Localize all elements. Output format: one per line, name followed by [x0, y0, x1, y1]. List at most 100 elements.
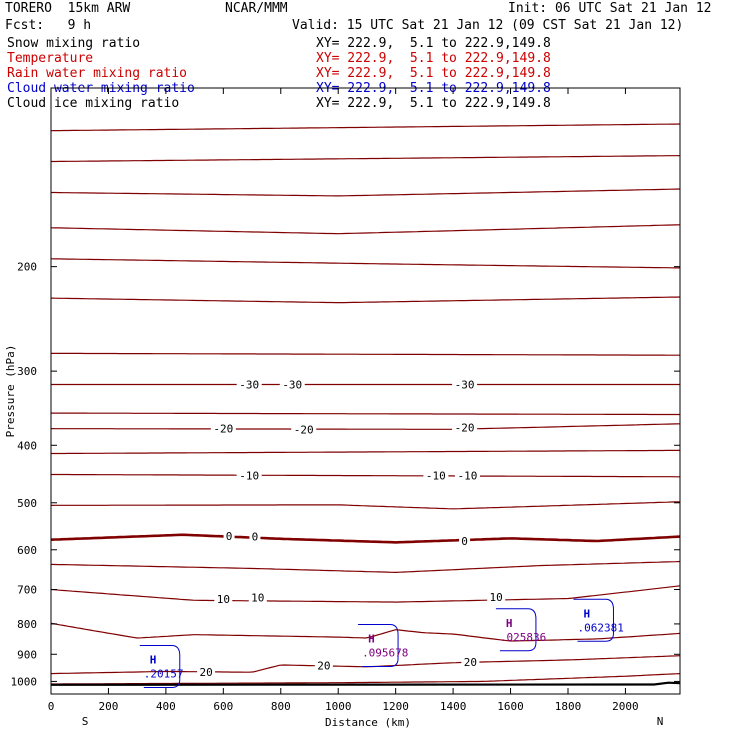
temp-label-bg: [210, 422, 236, 435]
temp-label-bg: [452, 378, 478, 391]
maximum-marker: H: [583, 607, 590, 620]
isotherm-4: [50, 258, 680, 269]
header-org: NCAR/MMM: [225, 1, 288, 16]
y-tick-label: 500: [17, 497, 37, 510]
isotherm-9: [50, 423, 681, 430]
x-tick-label: 0: [48, 700, 55, 713]
maximum-marker: H: [150, 654, 157, 667]
isotherm-16: [50, 622, 681, 642]
isotherm-8: [51, 412, 680, 416]
isotherm-15: [50, 585, 681, 603]
y-tick-label: 800: [17, 618, 37, 631]
temp-label: -20: [213, 423, 233, 436]
legend-label-cloud-ice: Cloud ice mixing ratio: [7, 96, 180, 111]
temp-label-bg: [214, 592, 233, 605]
temp-label-bg: [248, 591, 267, 604]
x-tick-label: 400: [156, 700, 176, 713]
x-axis-label: Distance (km): [325, 716, 411, 729]
temp-label: 20: [464, 656, 477, 669]
temp-label-bg: [223, 530, 235, 543]
header-valid: Valid: 15 UTC Sat 21 Jan 12 (09 CST Sat …: [292, 18, 684, 33]
isotherm-10: [51, 449, 680, 455]
header-init: Init: 06 UTC Sat 21 Jan 12: [508, 1, 712, 16]
legend-coords-snow: XY= 222.9, 5.1 to 222.9,149.8: [316, 36, 551, 51]
legend-label-rain: Rain water mixing ratio: [7, 66, 188, 81]
header-fcst: Fcst: 9 h: [5, 18, 92, 33]
temp-label: -10: [239, 470, 259, 483]
x-tick-label: 200: [99, 700, 119, 713]
x-tick-label: 1000: [325, 700, 352, 713]
cloud-contour: [495, 608, 537, 652]
y-axis-label: Pressure (hPa): [4, 345, 17, 438]
temp-label-bg: [452, 421, 478, 434]
isotherm-2: [51, 188, 681, 197]
temp-label-bg: [197, 666, 216, 679]
y-tick-label: 1000: [11, 675, 38, 688]
isotherm-1: [51, 155, 681, 163]
x-tick-label: 800: [271, 700, 291, 713]
isotherm-12: [50, 501, 681, 510]
temp-label-bg: [461, 655, 480, 668]
legend-coords-cloud-ice: XY= 222.9, 5.1 to 222.9,149.8: [316, 96, 551, 111]
temp-label-bg: [236, 378, 262, 391]
y-tick-label: 300: [17, 365, 37, 378]
isotherm-11: [51, 473, 680, 478]
isotherm-18: [51, 673, 681, 685]
isotherm-6: [51, 352, 680, 356]
temp-label: 20: [317, 659, 330, 672]
temp-label: 10: [251, 591, 264, 604]
temp-label: -20: [294, 423, 314, 436]
isotherm-14: [50, 560, 681, 574]
x-tick-label: 1200: [382, 700, 409, 713]
maximum-value: .025836: [500, 631, 546, 644]
isotherm-5: [50, 296, 681, 304]
temp-label-bg: [249, 530, 261, 543]
y-tick-label: 700: [17, 584, 37, 597]
maximum-marker: H: [506, 617, 513, 630]
temp-label: 10: [217, 593, 230, 606]
x-tick-label: 1800: [555, 700, 582, 713]
temp-label-bg: [236, 469, 262, 482]
temp-label: -10: [458, 470, 478, 483]
ground-line: [50, 681, 681, 686]
isotherm-13: [50, 533, 681, 544]
header-model: TORERO 15km ARW: [5, 1, 131, 16]
cloud-contour: [573, 598, 614, 642]
temp-label: 20: [199, 666, 212, 679]
temp-label-bg: [291, 423, 317, 436]
temp-label-bg: [423, 469, 449, 482]
maximum-value: .095678: [362, 646, 408, 659]
x-end-label-left: S: [82, 715, 89, 728]
temp-label: -30: [455, 379, 475, 392]
y-tick-label: 400: [17, 439, 37, 452]
x-tick-label: 1400: [440, 700, 467, 713]
temp-label: 0: [226, 530, 233, 543]
temp-label: -20: [455, 421, 475, 434]
temp-label-bg: [454, 469, 480, 482]
temp-label: 10: [490, 591, 503, 604]
temp-label: -10: [426, 470, 446, 483]
temp-label-bg: [314, 659, 333, 672]
plot-frame: [50, 87, 681, 695]
temp-label: -30: [239, 379, 259, 392]
x-tick-label: 600: [213, 700, 233, 713]
temp-label-bg: [279, 378, 305, 391]
y-tick-label: 600: [17, 544, 37, 557]
y-tick-label: 900: [17, 648, 37, 661]
cloud-contour: [358, 623, 399, 667]
temp-label: -30: [282, 379, 302, 392]
cloud-contour: [139, 645, 181, 689]
x-tick-label: 1600: [497, 700, 524, 713]
maximum-marker: H: [368, 632, 375, 645]
maximum-value: .062381: [577, 621, 623, 634]
x-end-label-right: N: [657, 715, 664, 728]
legend-label-snow: Snow mixing ratio: [7, 36, 141, 51]
legend-coords-rain: XY= 222.9, 5.1 to 222.9,149.8: [316, 66, 551, 81]
legend-label-temperature: Temperature: [7, 51, 94, 66]
temp-label: 0: [461, 535, 468, 548]
isotherm-3: [50, 224, 681, 235]
x-tick-label: 2000: [612, 700, 639, 713]
temp-label-bg: [459, 535, 471, 548]
maximum-value: .20157: [144, 668, 184, 681]
